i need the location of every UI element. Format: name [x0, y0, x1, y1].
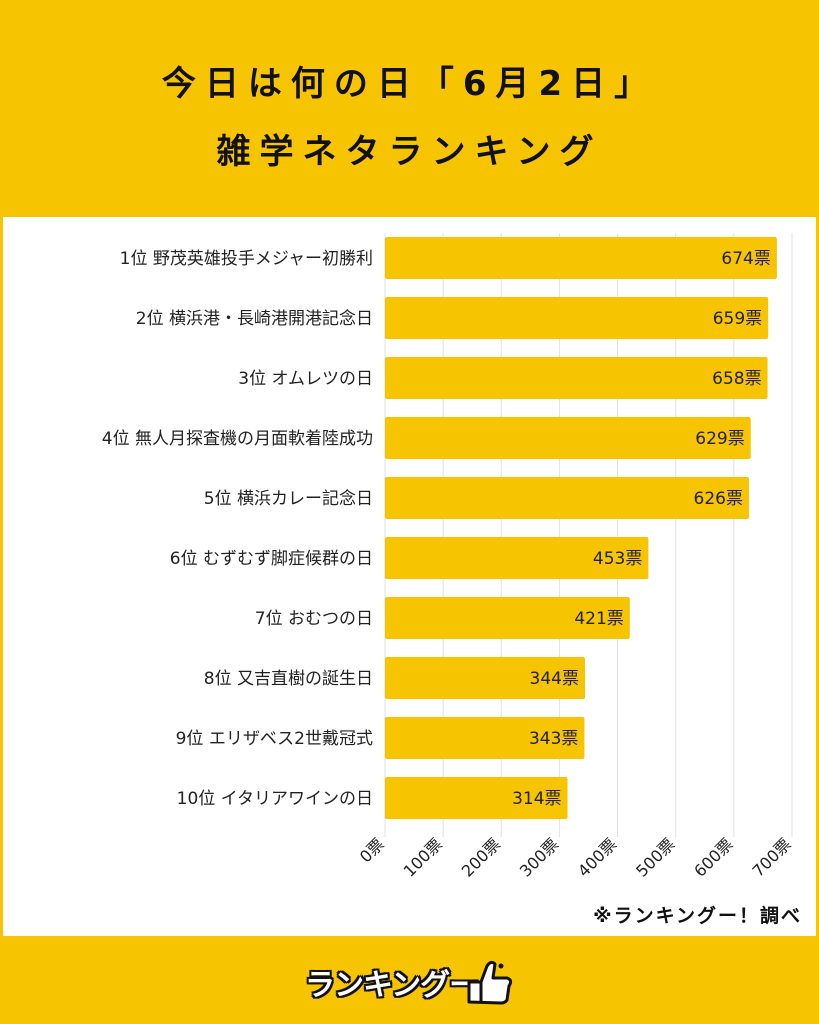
bar-5: [385, 477, 749, 519]
value-label-7: 421票: [574, 609, 623, 629]
category-label-5: 5位 横浜カレー記念日: [204, 488, 373, 509]
chart-panel: 1位 野茂英雄投手メジャー初勝利 674票 2位 横浜港・長崎港開港記念日 659票 3…: [3, 217, 816, 936]
category-label-7: 7位 おむつの日: [255, 609, 373, 629]
tick-label-7: 700票: [748, 834, 794, 880]
tick-label-1: 100票: [400, 834, 446, 880]
chart-title-line-1: 今日は何の日「6月2日」: [161, 64, 658, 104]
value-label-8: 344票: [530, 669, 579, 689]
bar-6: [385, 537, 649, 579]
value-label-9: 343票: [529, 729, 578, 749]
category-label-3: 3位 オムレツの日: [238, 369, 373, 389]
bar-7: [385, 597, 630, 639]
logo-text: ランキングー: [305, 968, 479, 1003]
value-label-2: 659票: [713, 309, 762, 329]
tick-label-6: 600票: [690, 834, 736, 880]
bar-2: [385, 297, 769, 339]
thumbs-up-mascot-icon: [467, 960, 513, 1005]
bar-10: [385, 777, 568, 819]
tick-label-2: 200票: [458, 834, 504, 880]
bar-1: [385, 237, 777, 279]
bar-4: [385, 417, 751, 459]
chart-title-line-2: 雑学ネタランキング: [216, 132, 603, 172]
category-label-1: 1位 野茂英雄投手メジャー初勝利: [120, 249, 373, 269]
value-label-4: 629票: [695, 429, 744, 449]
bar-3: [385, 357, 768, 399]
value-label-1: 674票: [721, 249, 770, 269]
bar-8: [385, 657, 586, 699]
category-label-4: 4位 無人月探査機の月面軟着陸成功: [102, 429, 373, 449]
value-label-5: 626票: [694, 489, 743, 509]
category-label-6: 6位 むずむず脚症候群の日: [170, 549, 373, 569]
bar-9: [385, 717, 585, 759]
tick-label-3: 300票: [516, 834, 562, 880]
value-label-6: 453票: [593, 549, 642, 569]
category-label-10: 10位 イタリアワインの日: [177, 789, 373, 809]
source-credit: ※ランキングー！調べ: [593, 905, 802, 927]
category-label-9: 9位 エリザベス2世戴冠式: [176, 729, 373, 749]
tick-label-5: 500票: [632, 834, 678, 880]
tick-label-0: 0票: [356, 834, 388, 866]
bar-chart: 1位 野茂英雄投手メジャー初勝利 674票 2位 横浜港・長崎港開港記念日 659票 3…: [102, 233, 795, 881]
value-label-3: 658票: [712, 369, 761, 389]
value-label-10: 314票: [512, 789, 561, 809]
category-label-8: 8位 又吉直樹の誕生日: [204, 669, 373, 689]
ranking-logo: ランキングー: [305, 956, 515, 1006]
tick-label-4: 400票: [574, 834, 620, 880]
category-label-2: 2位 横浜港・長崎港開港記念日: [136, 308, 373, 329]
